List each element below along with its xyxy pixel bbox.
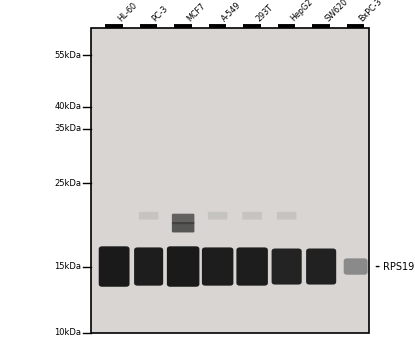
Text: HepG2: HepG2 [289, 0, 315, 23]
FancyBboxPatch shape [172, 214, 194, 224]
FancyBboxPatch shape [172, 222, 194, 232]
FancyBboxPatch shape [167, 246, 199, 287]
FancyBboxPatch shape [202, 247, 233, 286]
Text: A-549: A-549 [220, 0, 243, 23]
Text: 40kDa: 40kDa [54, 103, 81, 112]
FancyBboxPatch shape [344, 258, 368, 275]
Text: 25kDa: 25kDa [54, 179, 81, 188]
FancyBboxPatch shape [306, 248, 336, 285]
Text: RPS19: RPS19 [383, 261, 414, 272]
Text: HL-60: HL-60 [116, 1, 139, 23]
FancyBboxPatch shape [242, 212, 262, 219]
FancyBboxPatch shape [134, 247, 163, 286]
Text: BxPC-3: BxPC-3 [358, 0, 384, 23]
Text: MCF7: MCF7 [185, 1, 207, 23]
Text: 35kDa: 35kDa [54, 124, 81, 133]
Bar [91, 28, 369, 332]
FancyBboxPatch shape [208, 212, 227, 219]
FancyBboxPatch shape [237, 247, 268, 286]
Text: 293T: 293T [254, 3, 275, 23]
FancyBboxPatch shape [139, 212, 159, 219]
FancyBboxPatch shape [271, 248, 302, 285]
Text: SW620: SW620 [323, 0, 349, 23]
FancyBboxPatch shape [99, 246, 129, 287]
Text: 55kDa: 55kDa [54, 51, 81, 60]
Text: 15kDa: 15kDa [54, 262, 81, 271]
FancyBboxPatch shape [277, 212, 296, 219]
Text: 10kDa: 10kDa [54, 328, 81, 337]
Text: PC-3: PC-3 [151, 4, 170, 23]
